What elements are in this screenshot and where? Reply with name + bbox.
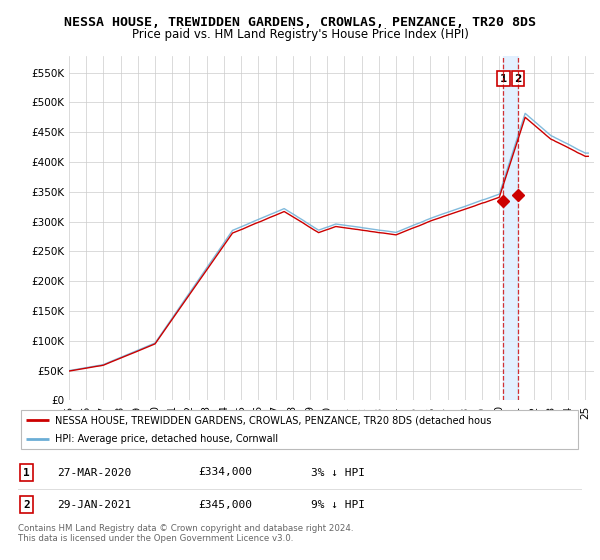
Text: NESSA HOUSE, TREWIDDEN GARDENS, CROWLAS, PENZANCE, TR20 8DS (detached hous: NESSA HOUSE, TREWIDDEN GARDENS, CROWLAS,… <box>55 415 491 425</box>
Text: 1: 1 <box>500 74 507 83</box>
Text: 3% ↓ HPI: 3% ↓ HPI <box>311 468 365 478</box>
Text: 2: 2 <box>514 74 521 83</box>
FancyBboxPatch shape <box>21 410 578 449</box>
Text: 9% ↓ HPI: 9% ↓ HPI <box>311 500 365 510</box>
Bar <box>503 56 518 400</box>
Text: 2: 2 <box>23 500 30 510</box>
Text: Price paid vs. HM Land Registry's House Price Index (HPI): Price paid vs. HM Land Registry's House … <box>131 28 469 41</box>
Text: HPI: Average price, detached house, Cornwall: HPI: Average price, detached house, Corn… <box>55 435 278 445</box>
Text: £345,000: £345,000 <box>199 500 253 510</box>
Text: 29-JAN-2021: 29-JAN-2021 <box>58 500 132 510</box>
Text: NESSA HOUSE, TREWIDDEN GARDENS, CROWLAS, PENZANCE, TR20 8DS: NESSA HOUSE, TREWIDDEN GARDENS, CROWLAS,… <box>64 16 536 29</box>
Text: Contains HM Land Registry data © Crown copyright and database right 2024.
This d: Contains HM Land Registry data © Crown c… <box>18 524 353 543</box>
Text: 1: 1 <box>23 468 30 478</box>
Text: £334,000: £334,000 <box>199 468 253 478</box>
Text: 27-MAR-2020: 27-MAR-2020 <box>58 468 132 478</box>
